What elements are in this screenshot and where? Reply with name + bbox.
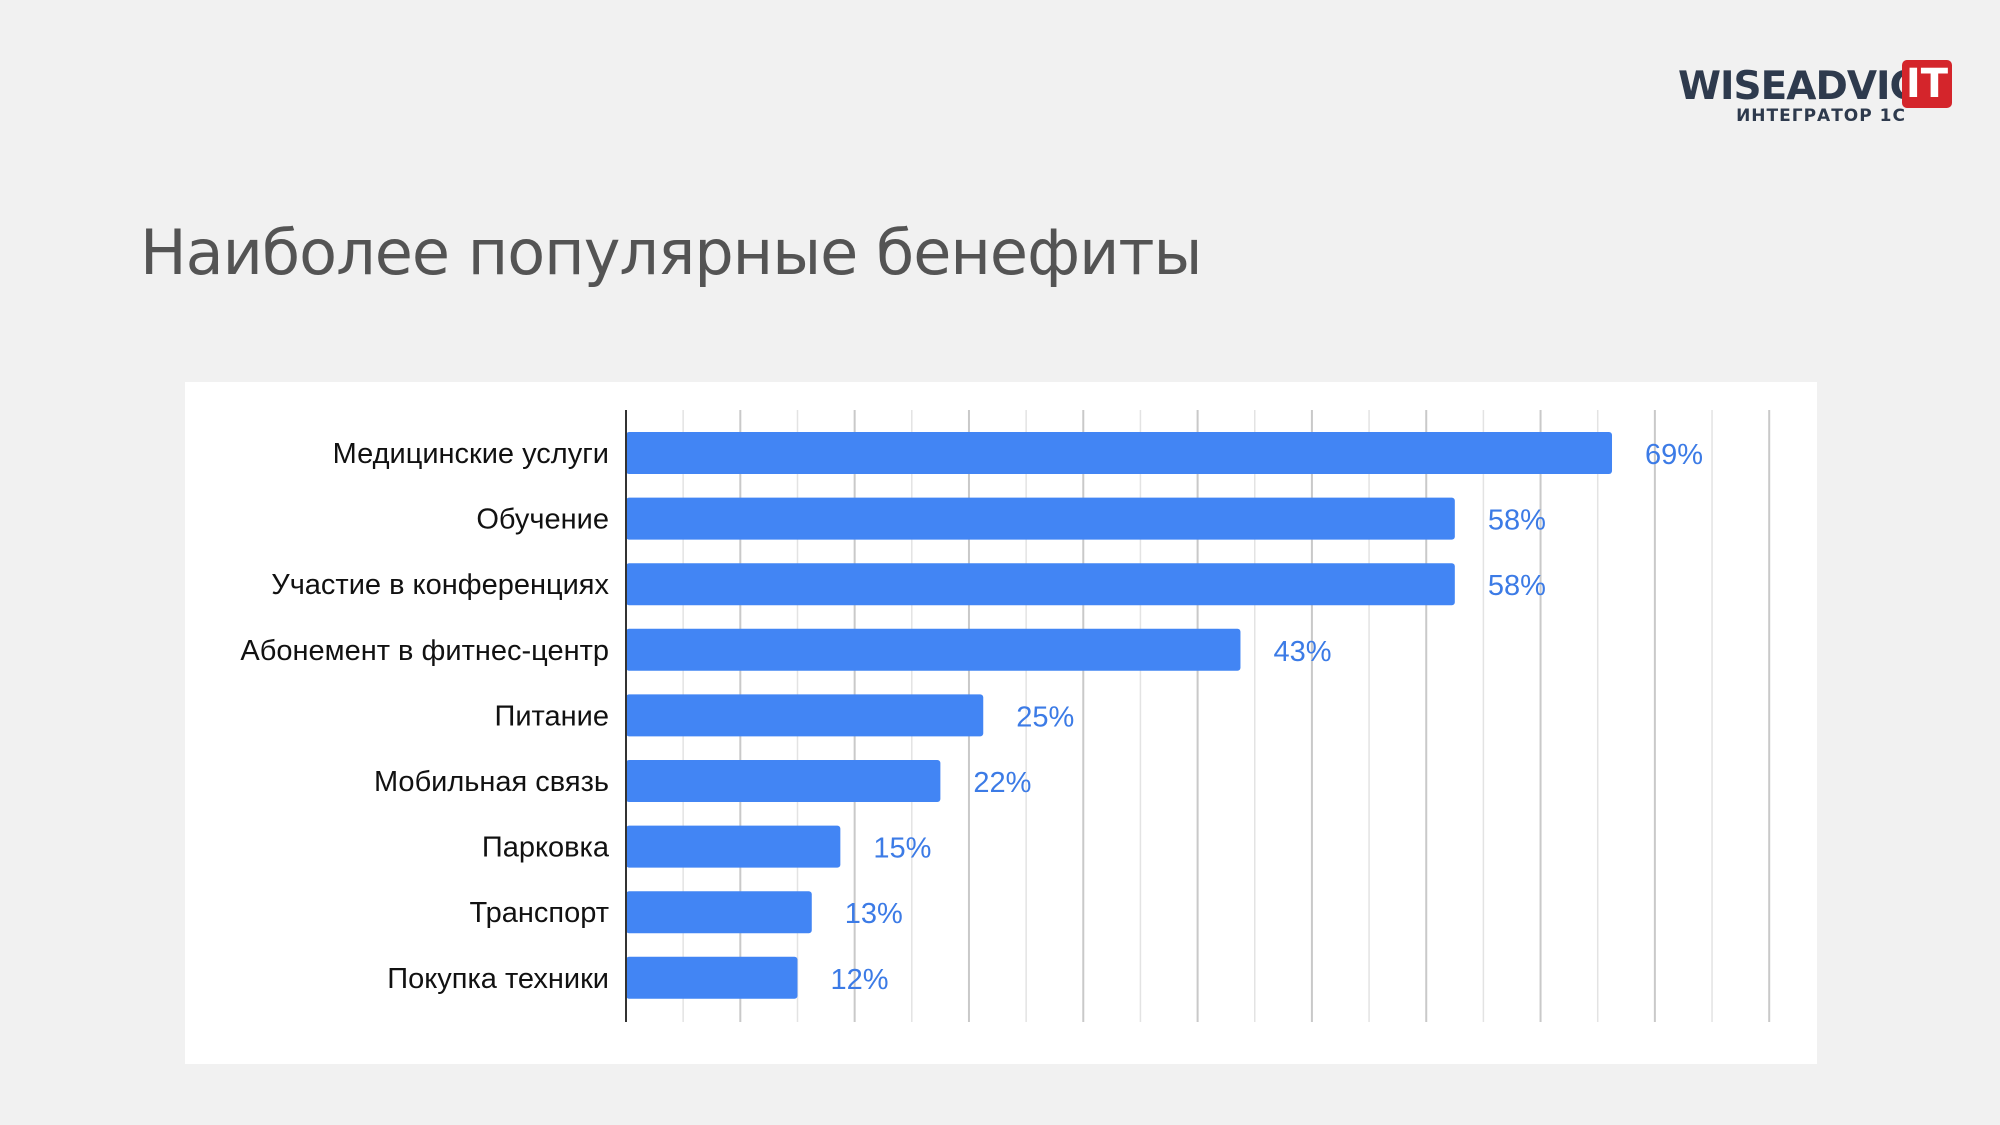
bar [626,497,1455,540]
benefits-bar-chart: Медицинские услуги Обучение Участие в конф… [240,410,1771,1022]
bar [626,760,941,802]
category-label: Мобильная связь [374,766,609,798]
chart-panel: Медицинские услуги Обучение Участие в конф… [185,382,1817,1064]
bar [626,825,841,868]
bar [626,628,1241,671]
category-labels: Медицинские услуги Обучение Участие в конф… [240,438,609,995]
value-label: 43% [1273,636,1331,668]
logo-badge: IT [1902,60,1952,108]
logo-wordmark: WISEADVICE [1678,64,1944,109]
value-label: 22% [973,767,1031,799]
page-title: Наиболее популярные бенефиты [140,216,1202,289]
value-label: 12% [830,964,888,996]
value-label: 15% [873,833,931,865]
category-label: Покупка техники [387,963,609,995]
bar [626,563,1455,606]
value-label: 13% [845,898,903,930]
value-label: 25% [1016,701,1074,733]
brand-logo: WISEADVICE IT ИНТЕГРАТОР 1С [1670,58,1952,130]
category-label: Транспорт [470,897,609,929]
category-label: Медицинские услуги [333,438,609,470]
value-labels: 69% 58% 58% 43% 25% 22% 15% 13% 12% [830,439,1703,996]
bar [626,891,812,934]
category-label: Обучение [476,504,609,536]
category-label: Абонемент в фитнес-центр [240,635,609,667]
bars [626,432,1613,999]
logo-tagline: ИНТЕГРАТОР 1С [1736,106,1906,126]
bar [626,432,1613,474]
value-label: 69% [1645,439,1703,471]
value-label: 58% [1488,570,1546,602]
value-label: 58% [1488,505,1546,537]
bar [626,694,984,737]
category-label: Питание [495,700,609,732]
category-label: Парковка [482,832,610,864]
category-label: Участие в конференциях [271,569,609,601]
bar [626,956,798,999]
